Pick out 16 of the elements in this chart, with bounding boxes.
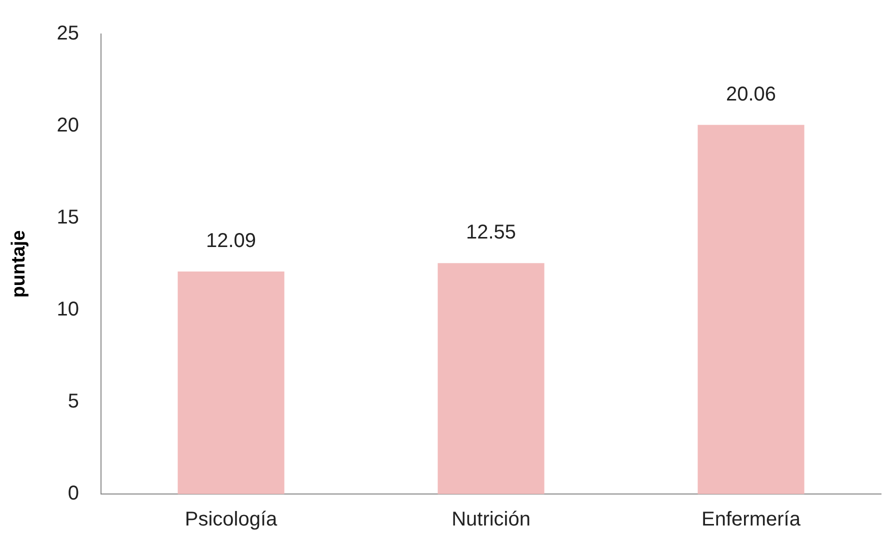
data-label: 12.09 <box>206 230 256 252</box>
y-tick-label: 20 <box>56 114 80 137</box>
y-tick-label: 5 <box>68 390 80 413</box>
y-tick-label: 0 <box>68 482 80 505</box>
y-tick-label: 10 <box>56 298 80 321</box>
y-axis-title: puntaje <box>8 230 30 298</box>
x-tick-label: Psicología <box>184 508 278 531</box>
x-tick-label: Nutrición <box>452 508 530 531</box>
x-tick-label: Enfermería <box>702 508 802 531</box>
y-tick-label: 15 <box>56 206 80 229</box>
data-label: 20.06 <box>726 83 776 106</box>
bar <box>178 272 284 494</box>
data-label: 12.55 <box>466 222 516 244</box>
bar <box>438 263 544 494</box>
y-tick-label: 25 <box>56 22 80 45</box>
bar <box>698 124 804 494</box>
